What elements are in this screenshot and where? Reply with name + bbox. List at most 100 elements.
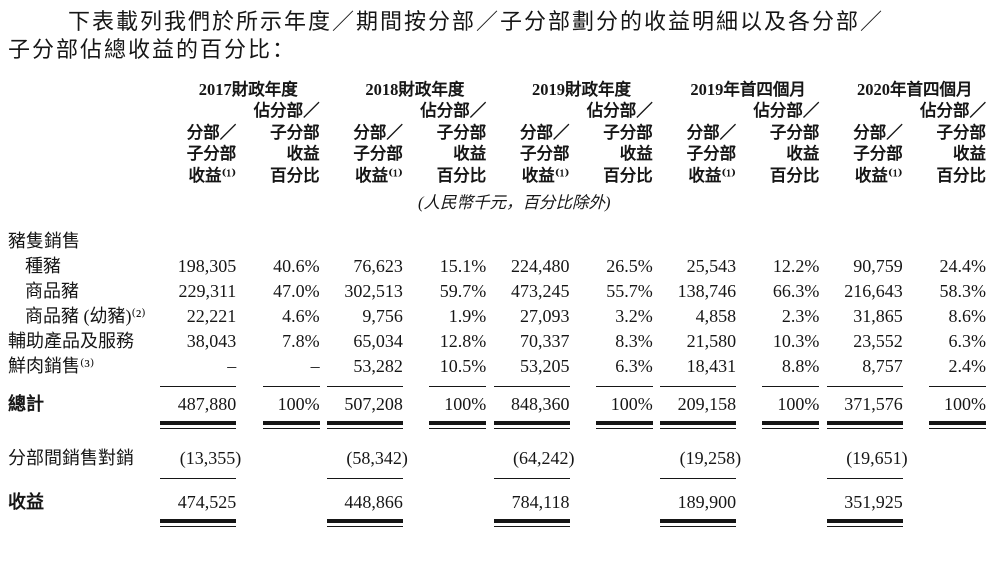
double-rule (326, 519, 403, 527)
amount-cell: 371,576 (844, 394, 903, 414)
period-header-2017fy: 2017財政年度 (198, 80, 298, 99)
rule-cell (486, 471, 570, 479)
empty-corner-cell (8, 99, 153, 100)
amount-cell: 76,623 (353, 256, 403, 276)
rule-cell (653, 471, 737, 479)
rule-cell (153, 417, 237, 429)
percent-cell: 6.3% (615, 356, 653, 376)
amount-cell: 189,900 (677, 492, 737, 512)
double-rule (160, 421, 237, 429)
double-rule (762, 421, 820, 429)
double-rule (929, 421, 986, 429)
row-label: 種豬 (25, 256, 61, 276)
rule-cell (736, 379, 820, 387)
subheader-percent: 佔分部／ 子分部 收益 百分比 (253, 101, 320, 185)
rule-cell (403, 417, 487, 429)
table-row-young-pigs: 商品豬 (幼豬)⁽²⁾ 22,221 4.6% 9,756 1.9% 27,09… (8, 304, 986, 329)
rule-cell (653, 417, 737, 429)
rule-cell (570, 379, 653, 387)
empty-cell (8, 185, 153, 186)
rule-cell (153, 471, 237, 479)
table-row-commercial-pigs: 商品豬 229,311 47.0% 302,513 59.7% 473,245 … (8, 279, 986, 304)
rule-cell (153, 379, 237, 387)
single-rule (929, 386, 986, 387)
single-rule (160, 386, 237, 387)
single-rule (262, 386, 320, 387)
percent-cell: 7.8% (282, 331, 320, 351)
percent-cell: 100% (777, 394, 820, 414)
rule-cell (819, 471, 903, 479)
rule-cell (486, 417, 570, 429)
revenue-table: 2017財政年度 2018財政年度 2019財政年度 2019年首四個月 202… (8, 79, 986, 527)
rule-cell (236, 417, 320, 429)
table-row-total: 總計 487,880 100% 507,208 100% 848,360 100… (8, 392, 986, 417)
period-header-2019fy: 2019財政年度 (531, 80, 631, 99)
unit-note-row: (人民幣千元，百分比除外) (8, 191, 986, 215)
amount-cell: (19,258) (679, 448, 742, 468)
row-label: 總計 (8, 394, 44, 414)
percent-cell: 10.5% (439, 356, 487, 376)
percent-cell: 40.6% (273, 256, 320, 276)
subheader-percent: 佔分部／ 子分部 收益 百分比 (920, 101, 986, 185)
row-label: 豬隻銷售 (8, 231, 80, 251)
percent-cell: 12.2% (772, 256, 820, 276)
amount-cell: 302,513 (344, 281, 403, 301)
single-rule (762, 386, 820, 387)
amount-cell: 198,305 (177, 256, 237, 276)
percent-cell: 2.3% (781, 306, 820, 326)
amount-cell: 21,580 (686, 331, 737, 351)
percent-cell: 12.8% (439, 331, 487, 351)
intro-line-2: 子分部佔總收益的百分比： (8, 37, 297, 62)
percent-cell: 100% (277, 394, 320, 414)
single-rule (326, 478, 403, 479)
double-rule (660, 421, 737, 429)
percent-cell: 8.3% (615, 331, 653, 351)
single-rule (595, 386, 653, 387)
document-page: 下表載列我們於所示年度／期間按分部／子分部劃分的收益明細以及各分部／ 子分部佔總… (0, 0, 994, 527)
subheader-row: 分部／ 子分部 收益⁽¹⁾ 佔分部／ 子分部 收益 百分比 分部／ 子分部 收益… (8, 100, 986, 186)
double-rule (826, 421, 903, 429)
percent-cell: 3.2% (615, 306, 653, 326)
double-rule (429, 421, 487, 429)
period-header-2018fy: 2018財政年度 (365, 80, 465, 99)
single-rule (493, 478, 570, 479)
period-header-2020-4m: 2020年首四個月 (856, 80, 973, 99)
double-rule (595, 421, 653, 429)
rule-cell (819, 515, 903, 527)
single-rule (826, 478, 903, 479)
row-label: 分部間銷售對銷 (8, 448, 134, 468)
percent-cell: 4.6% (282, 306, 320, 326)
amount-cell: 448,866 (344, 492, 403, 512)
percent-cell: 10.3% (772, 331, 820, 351)
amount-cell: 209,158 (677, 394, 737, 414)
amount-cell: (19,651) (846, 448, 908, 468)
percent-cell: 100% (610, 394, 653, 414)
total-double-rule-row (8, 417, 986, 429)
percent-cell: 100% (944, 394, 986, 414)
rule-cell (320, 379, 403, 387)
percent-cell: 47.0% (273, 281, 320, 301)
rule-cell (320, 515, 403, 527)
double-rule (493, 519, 570, 527)
rule-cell (320, 471, 403, 479)
amount-cell: (58,342) (346, 448, 408, 468)
percent-cell: 2.4% (948, 356, 987, 376)
amount-cell: 25,543 (686, 256, 737, 276)
subheader-percent: 佔分部／ 子分部 收益 百分比 (420, 101, 487, 185)
amount-cell: 507,208 (344, 394, 403, 414)
elimination-rule-row (8, 471, 986, 479)
period-header-2019-4m: 2019年首四個月 (690, 80, 806, 99)
amount-cell: 23,552 (853, 331, 903, 351)
amount-cell: 31,865 (853, 306, 903, 326)
amount-cell: 216,643 (844, 281, 903, 301)
table-row-auxiliary-products: 輔助產品及服務 38,043 7.8% 65,034 12.8% 70,337 … (8, 329, 986, 354)
subheader-percent: 佔分部／ 子分部 收益 百分比 (586, 101, 653, 185)
subheader-amount: 分部／ 子分部 收益⁽¹⁾ (853, 122, 903, 185)
single-rule (826, 386, 903, 387)
amount-cell: 224,480 (511, 256, 570, 276)
row-label: 鮮肉銷售⁽³⁾ (8, 356, 95, 376)
subheader-amount: 分部／ 子分部 收益⁽¹⁾ (186, 122, 237, 185)
double-rule (262, 421, 320, 429)
amount-cell: 65,034 (353, 331, 403, 351)
table-row-breeder-pigs: 種豬 198,305 40.6% 76,623 15.1% 224,480 26… (8, 254, 986, 279)
